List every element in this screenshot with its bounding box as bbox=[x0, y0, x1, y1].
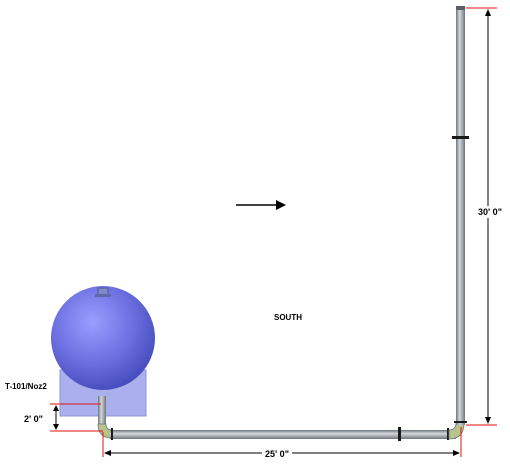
vertical-riser-pipe bbox=[456, 8, 465, 425]
arrow-right-icon bbox=[236, 200, 286, 210]
flange-horizontal bbox=[398, 427, 401, 441]
flange-riser-bottom bbox=[454, 421, 467, 423]
dimension-nozzle-label: 2' 0" bbox=[24, 414, 43, 424]
dimension-horizontal-run: 25' 0" bbox=[102, 427, 462, 459]
dimension-nozzle-drop: 2' 0" bbox=[24, 403, 103, 432]
nozzle-pipe bbox=[98, 396, 106, 426]
horizontal-pipe bbox=[110, 430, 456, 439]
dimension-vertical-riser: 30' 0" bbox=[466, 7, 504, 426]
nozzle-label: T-101/Noz2 bbox=[5, 382, 47, 391]
vessel-sphere bbox=[51, 286, 155, 390]
flange-elbow-left bbox=[111, 428, 113, 440]
direction-label: SOUTH bbox=[274, 313, 302, 322]
flange-riser bbox=[452, 136, 469, 139]
flange-elbow-right bbox=[447, 428, 449, 440]
elbow-right bbox=[448, 422, 465, 440]
dimension-vertical-label: 30' 0" bbox=[478, 207, 502, 217]
dimension-horizontal-label: 25' 0" bbox=[265, 449, 289, 459]
